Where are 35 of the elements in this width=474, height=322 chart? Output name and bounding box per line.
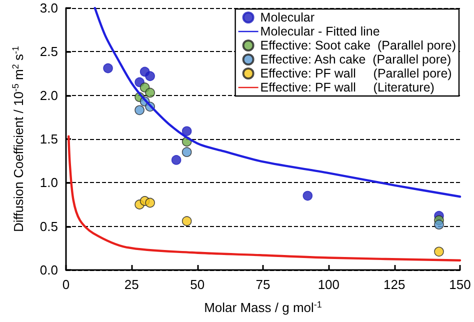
point: [171, 155, 182, 165]
x-tick-label: 0: [62, 277, 70, 292]
legend-label: Effective: Soot cake (Parallel pore): [260, 38, 456, 52]
legend-label: Effective: Ash cake (Parallel pore): [260, 52, 452, 66]
point: [145, 71, 155, 82]
point: [145, 198, 155, 208]
legend-label: Effective: PF wall (Parallel pore): [260, 66, 452, 80]
point: [182, 147, 192, 157]
y-tick-label: 0.5: [40, 218, 58, 234]
x-tick-label: 50: [190, 277, 205, 292]
point: [434, 220, 444, 230]
point: [145, 88, 155, 98]
legend-label: Effective: PF wall (Literature): [260, 80, 434, 94]
y-tick-label: 1.0: [40, 175, 58, 190]
y-tick-label: 2.5: [40, 44, 58, 60]
point: [182, 216, 192, 226]
x-tick-label: 25: [124, 277, 139, 292]
y-tick-label: 2.0: [40, 88, 58, 103]
point: [103, 63, 113, 74]
y-tick-label: 0.0: [40, 262, 58, 278]
x-tick-label: 125: [383, 277, 406, 292]
point: [182, 126, 192, 136]
legend-label: Molecular - Fitted line: [260, 24, 380, 38]
line-series: [94, 6, 462, 198]
x-tick-label: 75: [256, 277, 270, 292]
legend-label: Molecular: [260, 10, 314, 24]
point: [434, 246, 444, 257]
y-axis-title: Diffusion Coefficient / 10-5 m2 s-1: [10, 46, 26, 232]
y-tick-label: 3.0: [40, 0, 58, 16]
point: [134, 105, 144, 116]
line-series: [68, 135, 462, 262]
x-tick-label: 100: [318, 277, 340, 292]
point: [302, 190, 313, 201]
x-tick-label: 150: [449, 277, 471, 292]
y-tick-label: 1.5: [40, 132, 58, 146]
